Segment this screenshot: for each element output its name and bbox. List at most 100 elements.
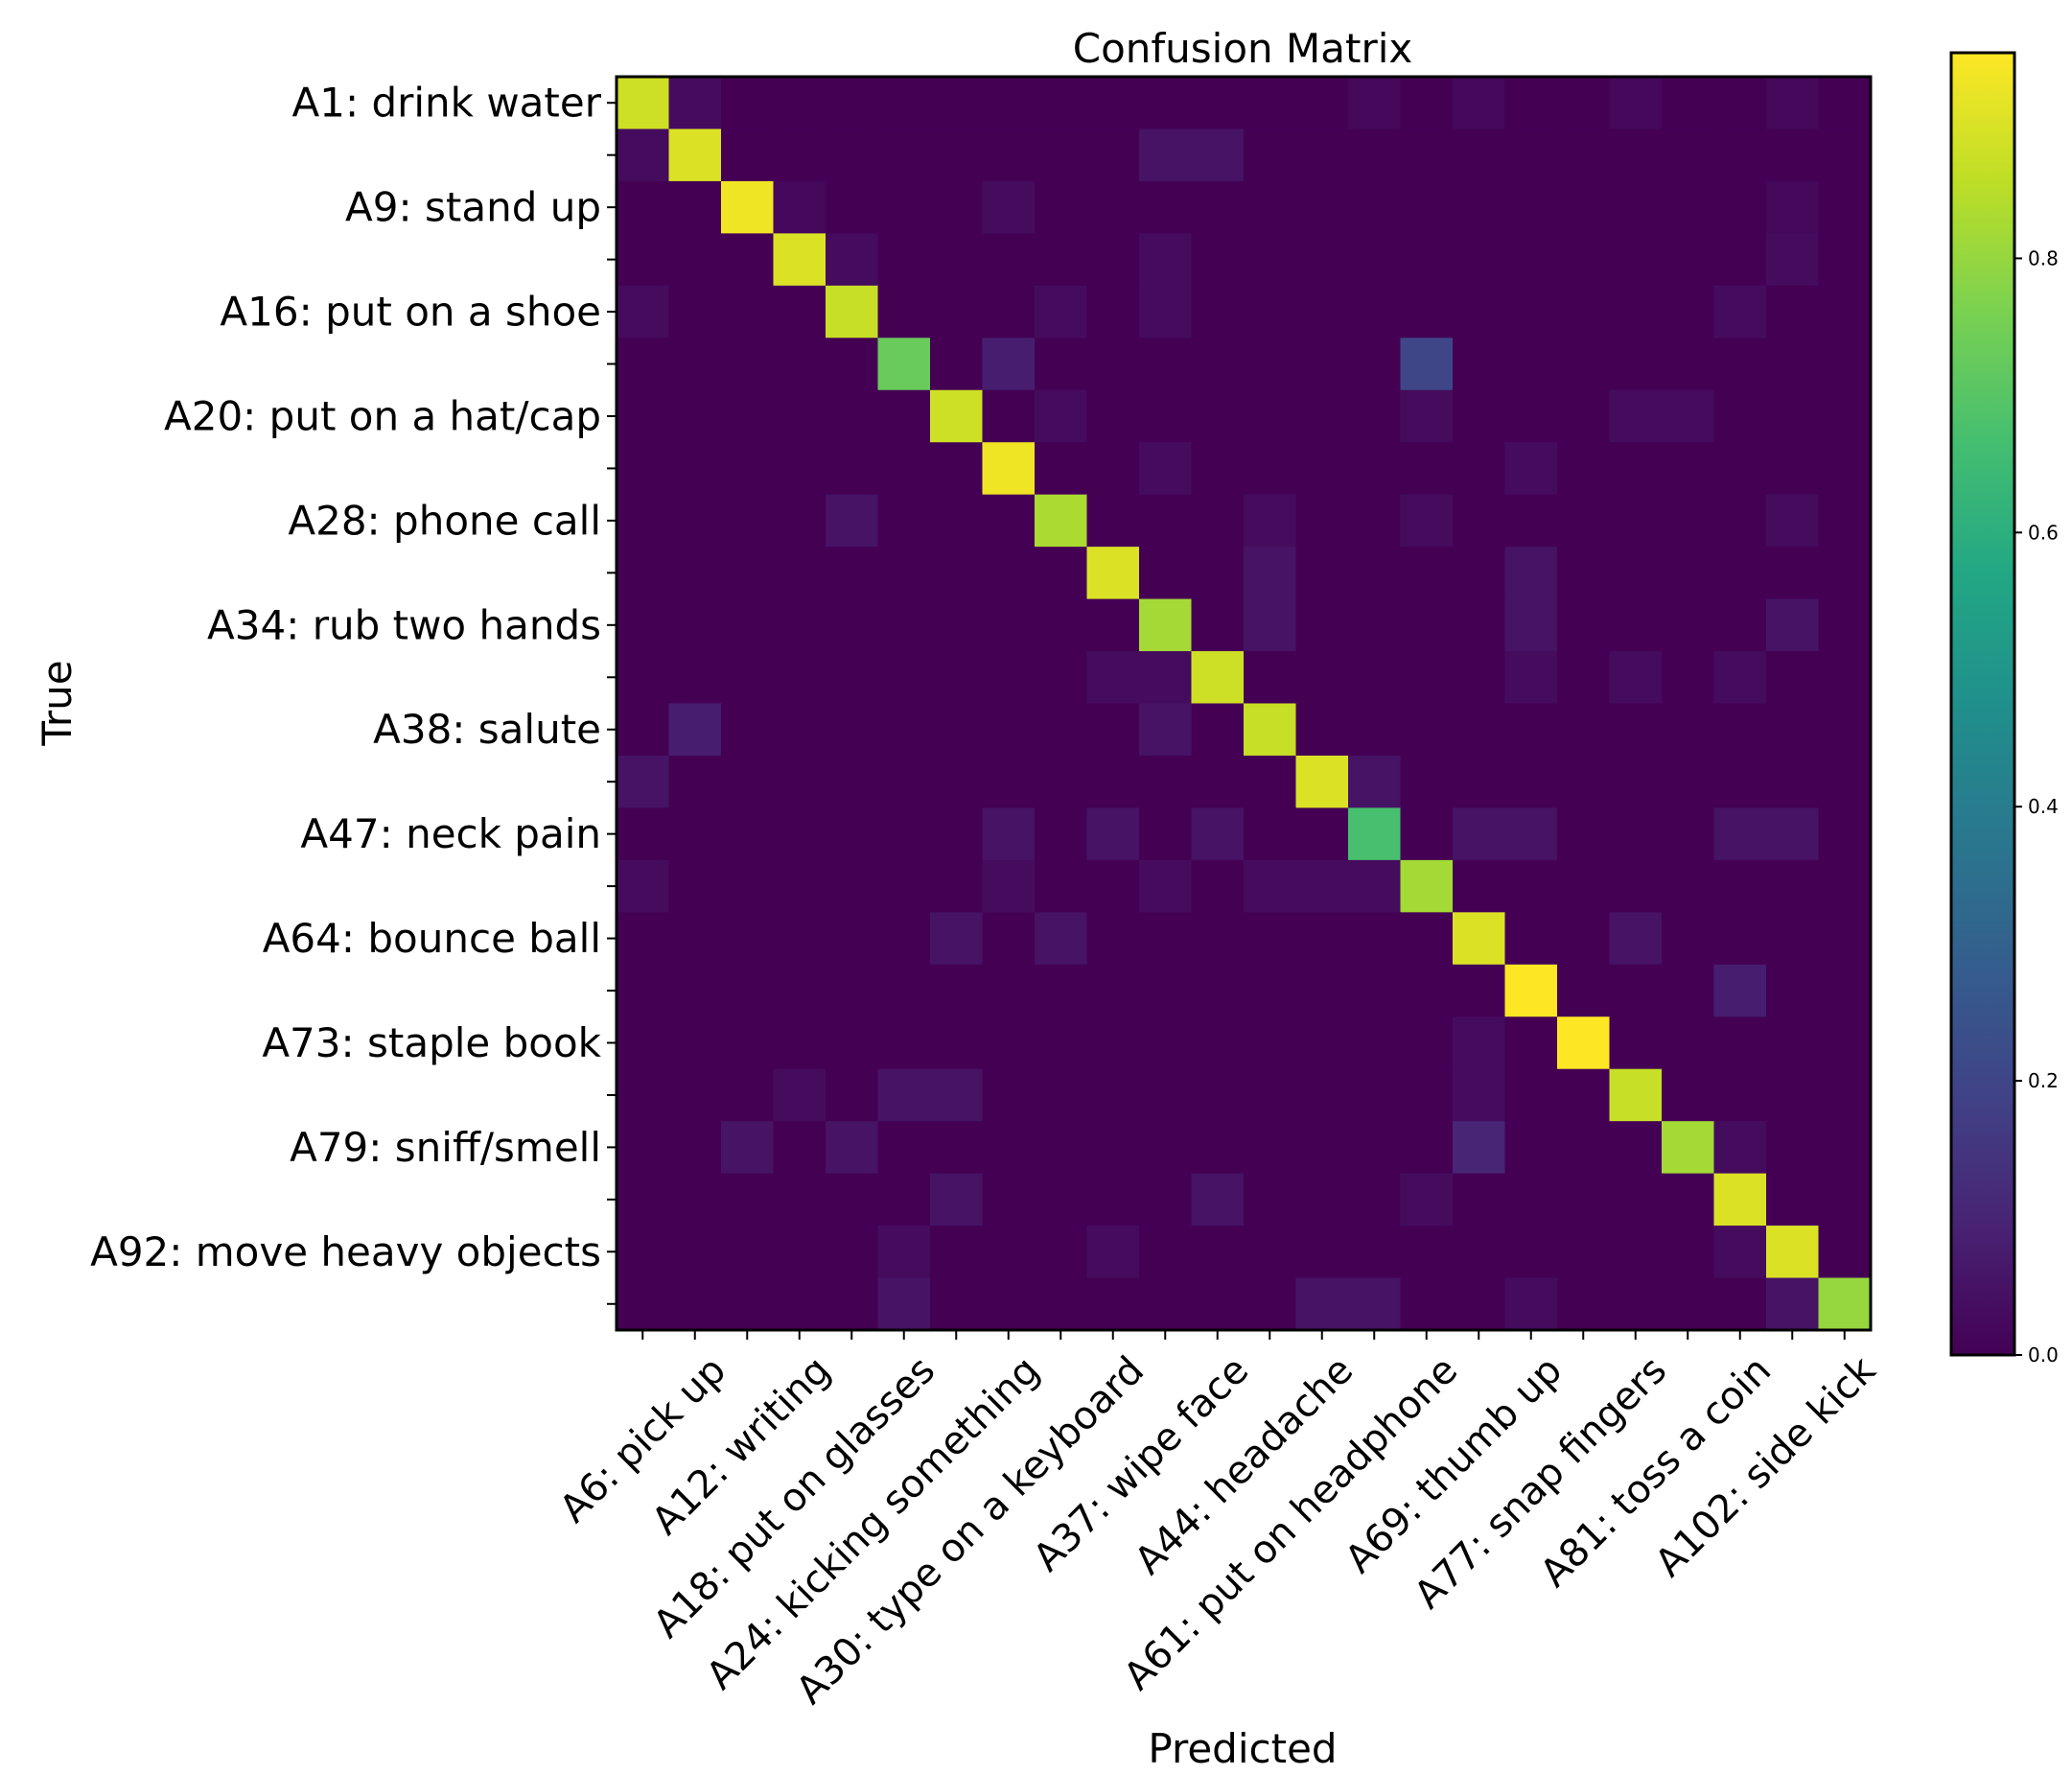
heatmap-cell	[1609, 651, 1663, 705]
heatmap-cell	[877, 494, 931, 548]
heatmap-cell	[1713, 442, 1767, 496]
heatmap-cell	[617, 233, 670, 287]
heatmap-cell	[1504, 1016, 1558, 1070]
heatmap-cell	[1818, 964, 1872, 1017]
heatmap-cell	[1713, 1121, 1767, 1175]
heatmap-cell	[1191, 442, 1245, 496]
heatmap-cell	[1035, 128, 1088, 182]
colorbar: 0.0 0.2 0.4 0.6 0.8	[1949, 51, 2059, 1366]
heatmap-cell	[930, 1068, 984, 1122]
heatmap-cell	[1609, 338, 1663, 391]
heatmap-cell	[1818, 1121, 1872, 1175]
heatmap-cell	[1191, 1173, 1245, 1226]
heatmap-cell	[1086, 859, 1140, 913]
heatmap-cell	[1453, 964, 1506, 1017]
heatmap-cell	[1244, 598, 1297, 652]
heatmap-cell	[668, 755, 722, 809]
heatmap-cell	[877, 1277, 931, 1331]
heatmap-cell	[1086, 651, 1140, 705]
heatmap-cell	[1400, 494, 1454, 548]
heatmap-cell	[773, 703, 826, 757]
y-tick-label: A16: put on a shoe	[220, 289, 601, 336]
heatmap-cell	[617, 964, 670, 1017]
heatmap-cell	[1400, 1068, 1454, 1122]
heatmap-cell	[877, 1121, 931, 1175]
heatmap-cell	[1086, 547, 1140, 600]
heatmap-cell	[1766, 547, 1820, 600]
heatmap-cell	[1453, 807, 1506, 861]
heatmap-cell	[1818, 494, 1872, 548]
heatmap-cell	[826, 1277, 879, 1331]
heatmap-cell	[1086, 964, 1140, 1017]
heatmap-cell	[1295, 285, 1349, 339]
heatmap-cell	[1035, 442, 1088, 496]
heatmap-cell	[1139, 77, 1193, 130]
heatmap-cell	[1766, 338, 1820, 391]
heatmap-cell	[1191, 77, 1245, 130]
heatmap-cell	[721, 77, 775, 130]
colorbar-tick-label: 0.8	[2028, 246, 2059, 269]
heatmap-cell	[1662, 912, 1715, 966]
heatmap-cell	[1244, 1226, 1297, 1279]
heatmap-cell	[1557, 338, 1611, 391]
heatmap-cell	[826, 598, 879, 652]
heatmap-cell	[617, 389, 670, 443]
heatmap-cell	[1348, 912, 1402, 966]
heatmap-cell	[721, 859, 775, 913]
heatmap-cell	[1295, 128, 1349, 182]
heatmap-cell	[826, 1121, 879, 1175]
heatmap-cell	[826, 651, 879, 705]
heatmap-cell	[773, 1277, 826, 1331]
heatmap-cell	[1662, 285, 1715, 339]
heatmap-cell	[1662, 77, 1715, 130]
heatmap-cell	[1086, 1277, 1140, 1331]
colorbar-tick-label: 0.0	[2028, 1343, 2059, 1366]
heatmap-cell	[930, 1277, 984, 1331]
heatmap-cell	[1662, 1173, 1715, 1226]
heatmap-cell	[773, 389, 826, 443]
heatmap-cell	[1244, 180, 1297, 234]
heatmap-cell	[1557, 77, 1611, 130]
heatmap-cell	[1818, 912, 1872, 966]
heatmap-cell	[877, 547, 931, 600]
heatmap-cell	[1504, 442, 1558, 496]
heatmap-cell	[1348, 807, 1402, 861]
heatmap-cell	[930, 494, 984, 548]
heatmap-cell	[1504, 703, 1558, 757]
heatmap-cell	[982, 807, 1036, 861]
heatmap-cell	[1713, 1173, 1767, 1226]
heatmap-cell	[721, 494, 775, 548]
heatmap-cell	[1086, 338, 1140, 391]
heatmap-cell	[1086, 77, 1140, 130]
heatmap-cell	[1035, 1121, 1088, 1175]
heatmap-cell	[1662, 233, 1715, 287]
heatmap-cell	[1662, 128, 1715, 182]
heatmap-cell	[1035, 703, 1088, 757]
heatmap-cell	[1400, 807, 1454, 861]
heatmap-cell	[1453, 442, 1506, 496]
heatmap-cell	[668, 912, 722, 966]
heatmap-cell	[982, 651, 1036, 705]
heatmap-cell	[773, 442, 826, 496]
heatmap-cell	[1191, 338, 1245, 391]
heatmap-cell	[1348, 598, 1402, 652]
heatmap-cell	[1295, 1121, 1349, 1175]
heatmap-cell	[1086, 755, 1140, 809]
heatmap-cell	[1504, 1277, 1558, 1331]
heatmap-cell	[721, 180, 775, 234]
heatmap-cell	[1348, 859, 1402, 913]
heatmap-cell	[668, 807, 722, 861]
heatmap-cell	[1086, 494, 1140, 548]
heatmap-cell	[1453, 859, 1506, 913]
heatmap-cell	[668, 1277, 722, 1331]
heatmap-cell	[826, 285, 879, 339]
heatmap-cell	[1818, 1068, 1872, 1122]
heatmap-cell	[877, 1173, 931, 1226]
colorbar-ticks: 0.0 0.2 0.4 0.6 0.8	[2014, 246, 2059, 1366]
heatmap-cell	[1035, 755, 1088, 809]
heatmap-cell	[1035, 1173, 1088, 1226]
heatmap-cell	[930, 703, 984, 757]
heatmap-cell	[1400, 128, 1454, 182]
heatmap-cell	[773, 755, 826, 809]
heatmap-cell	[1139, 1226, 1193, 1279]
